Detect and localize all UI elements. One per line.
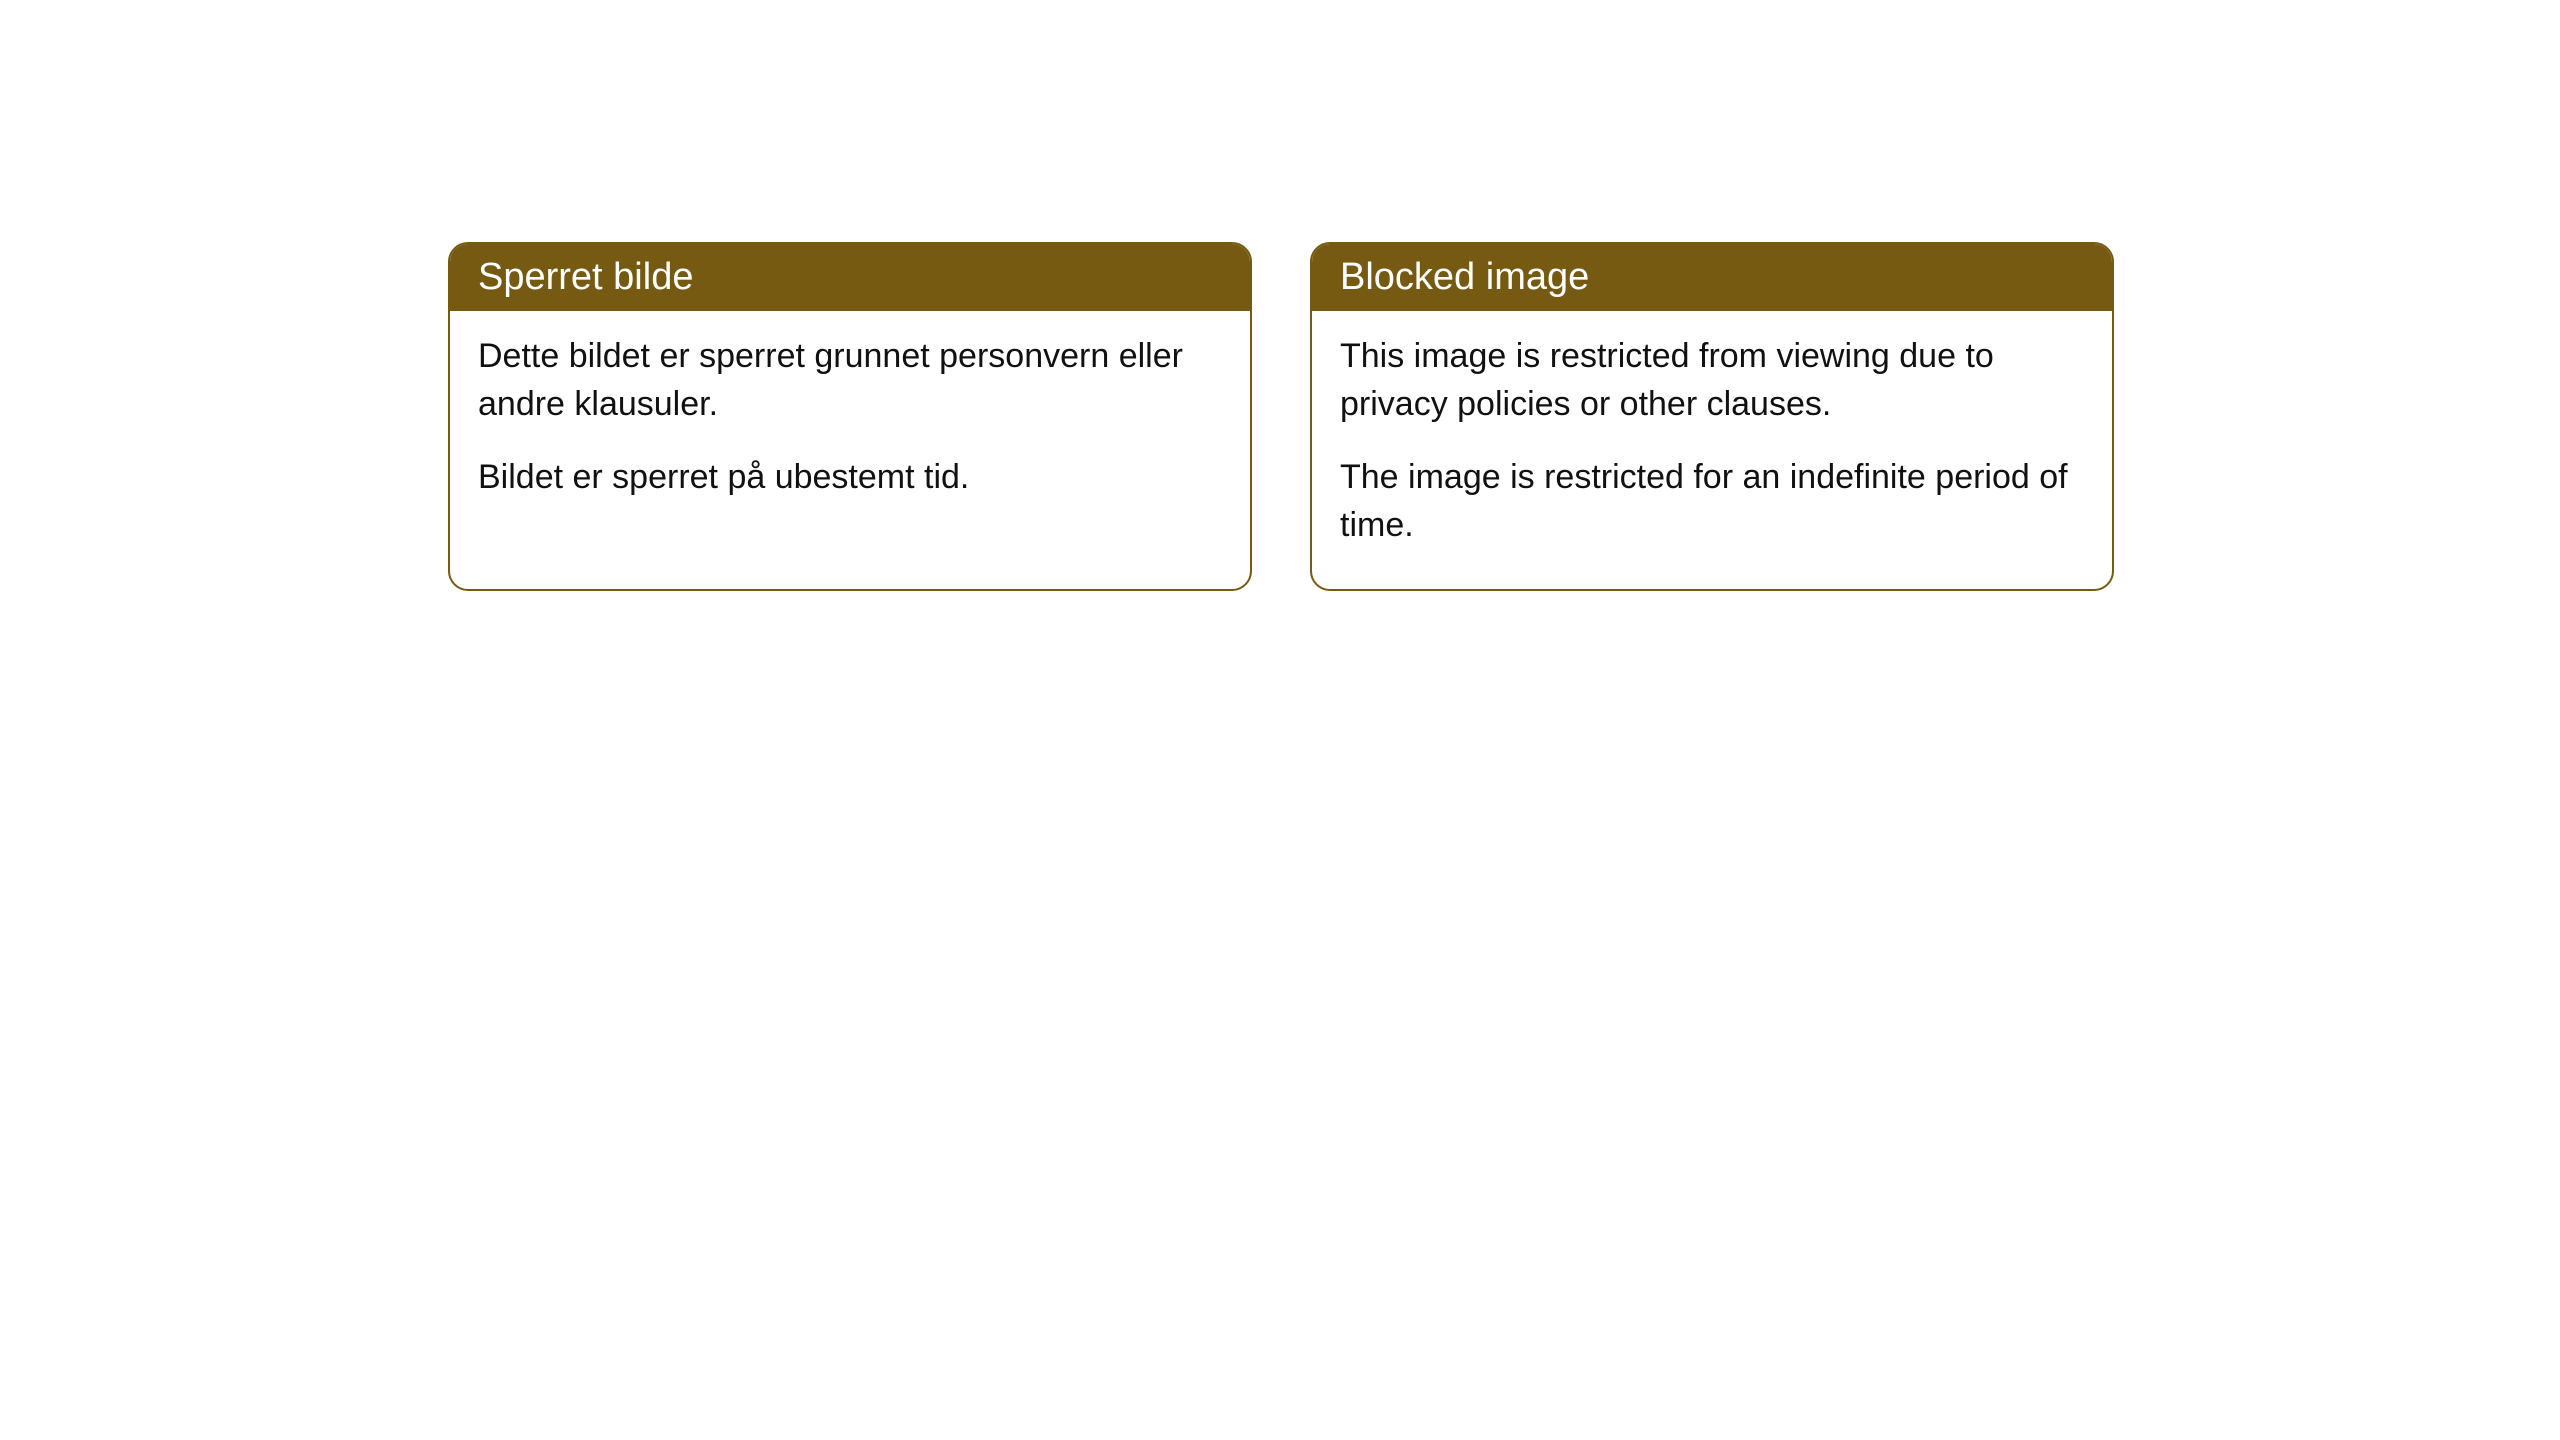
- card-body-english: This image is restricted from viewing du…: [1312, 311, 2112, 589]
- card-header-norwegian: Sperret bilde: [450, 244, 1250, 311]
- card-title: Sperret bilde: [478, 256, 693, 298]
- card-paragraph: Bildet er sperret på ubestemt tid.: [478, 454, 1222, 502]
- card-paragraph: Dette bildet er sperret grunnet personve…: [478, 333, 1222, 428]
- blocked-image-card-english: Blocked image This image is restricted f…: [1310, 242, 2114, 591]
- blocked-image-card-norwegian: Sperret bilde Dette bildet er sperret gr…: [448, 242, 1252, 591]
- notice-cards-container: Sperret bilde Dette bildet er sperret gr…: [448, 242, 2114, 591]
- card-paragraph: The image is restricted for an indefinit…: [1340, 454, 2084, 549]
- card-title: Blocked image: [1340, 256, 1589, 298]
- card-body-norwegian: Dette bildet er sperret grunnet personve…: [450, 311, 1250, 542]
- card-paragraph: This image is restricted from viewing du…: [1340, 333, 2084, 428]
- card-header-english: Blocked image: [1312, 244, 2112, 311]
